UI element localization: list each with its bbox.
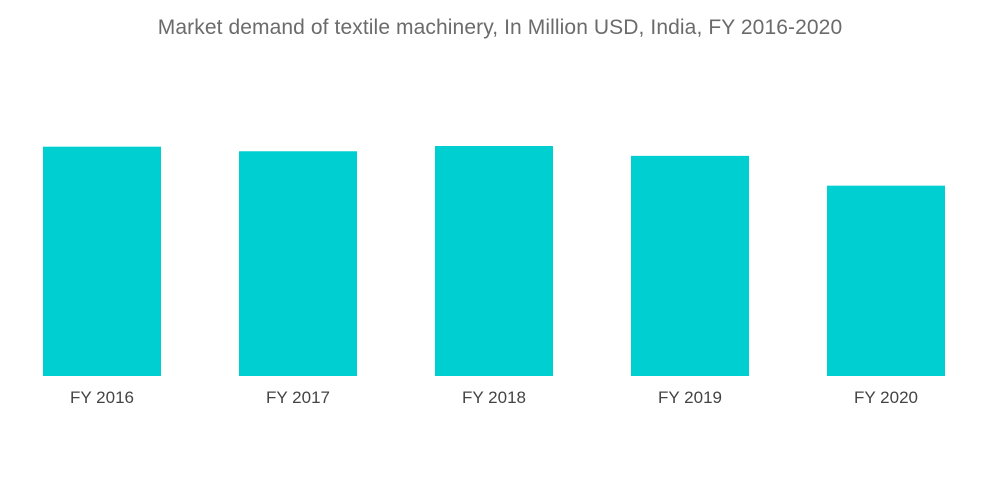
bar-fy-2016	[43, 146, 161, 376]
bar-fy-2018	[435, 146, 553, 376]
x-tick-label: FY 2017	[266, 388, 330, 407]
x-tick-label: FY 2018	[462, 388, 526, 407]
x-axis-labels: FY 2016 FY 2017 FY 2018 FY 2019 FY 2020	[70, 388, 918, 407]
bar-fy-2019	[631, 155, 749, 376]
bar-fy-2017	[239, 151, 357, 376]
x-tick-label: FY 2016	[70, 388, 134, 407]
x-tick-label: FY 2020	[854, 388, 918, 407]
bar-fy-2020	[827, 185, 945, 376]
chart-title: Market demand of textile machinery, In M…	[157, 16, 843, 39]
x-tick-label: FY 2019	[658, 388, 722, 407]
bars-layer	[43, 146, 945, 376]
